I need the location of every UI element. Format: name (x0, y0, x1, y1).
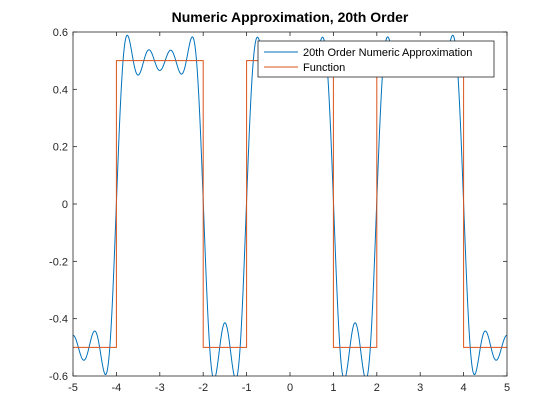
plot-area (73, 32, 507, 376)
axes-layer: -5 -4 -3 -2 -1 0 1 2 3 4 5 -0.6 -0.4 -0.2 0 0.2 0.4 0.6 (49, 27, 510, 394)
y-tick-label: 0 (62, 199, 68, 211)
legend-box (257, 40, 495, 78)
x-tick-label: -1 (242, 382, 252, 394)
x-tick-label: -2 (198, 382, 208, 394)
legend-entry-label: Function (303, 62, 345, 74)
legend-entry-label: 20th Order Numeric Approximation (303, 47, 472, 59)
x-tick-label: -5 (68, 382, 78, 394)
y-tick-label: -0.4 (49, 314, 68, 326)
y-tick-label: 0.4 (53, 84, 68, 96)
y-tick-label: 0.6 (53, 27, 68, 39)
y-tick-label: -0.2 (49, 256, 68, 268)
x-tick-label: 5 (504, 382, 510, 394)
x-tick-label: 4 (461, 382, 467, 394)
x-tick-label: 1 (330, 382, 336, 394)
x-tick-label: -3 (155, 382, 165, 394)
chart-title: Numeric Approximation, 20th Order (172, 9, 409, 25)
x-tick-label: 2 (374, 382, 380, 394)
x-tick-label: 0 (287, 382, 293, 394)
x-tick-label: -4 (112, 382, 122, 394)
y-tick-label: -0.6 (49, 371, 68, 383)
y-tick-label: 0.2 (53, 142, 68, 154)
x-tick-label: 3 (417, 382, 423, 394)
legend: 20th Order Numeric Approximation Function (257, 40, 495, 78)
